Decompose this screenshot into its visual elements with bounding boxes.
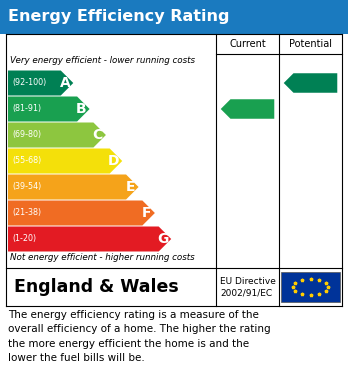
Text: Current: Current [229,39,266,49]
Text: Potential: Potential [289,39,332,49]
Polygon shape [8,174,139,199]
Text: 84: 84 [240,102,259,116]
Text: 93: 93 [303,76,322,90]
Text: (69-80): (69-80) [12,131,41,140]
Polygon shape [8,226,171,251]
Polygon shape [221,99,274,119]
Text: G: G [157,232,169,246]
Bar [281,272,340,302]
Text: A: A [60,76,70,90]
Text: (92-100): (92-100) [12,79,46,88]
Text: (55-68): (55-68) [12,156,41,165]
Polygon shape [8,122,106,147]
Text: (21-38): (21-38) [12,208,41,217]
Text: B: B [76,102,87,116]
Text: (1-20): (1-20) [12,235,36,244]
Text: EU Directive
2002/91/EC: EU Directive 2002/91/EC [220,276,276,298]
Text: The energy efficiency rating is a measure of the
overall efficiency of a home. T: The energy efficiency rating is a measur… [8,310,271,363]
Text: (81-91): (81-91) [12,104,41,113]
Bar [0,0,348,34]
Text: C: C [93,128,103,142]
Text: E: E [126,180,135,194]
Polygon shape [8,70,73,95]
Polygon shape [8,97,89,122]
Text: F: F [142,206,151,220]
Text: D: D [108,154,120,168]
Text: Energy Efficiency Rating: Energy Efficiency Rating [8,9,229,25]
Polygon shape [8,201,155,226]
Text: Very energy efficient - lower running costs: Very energy efficient - lower running co… [10,56,195,65]
Text: England & Wales: England & Wales [14,278,179,296]
Polygon shape [8,149,122,174]
Polygon shape [284,73,337,93]
Text: Not energy efficient - higher running costs: Not energy efficient - higher running co… [10,253,195,262]
Text: (39-54): (39-54) [12,183,41,192]
